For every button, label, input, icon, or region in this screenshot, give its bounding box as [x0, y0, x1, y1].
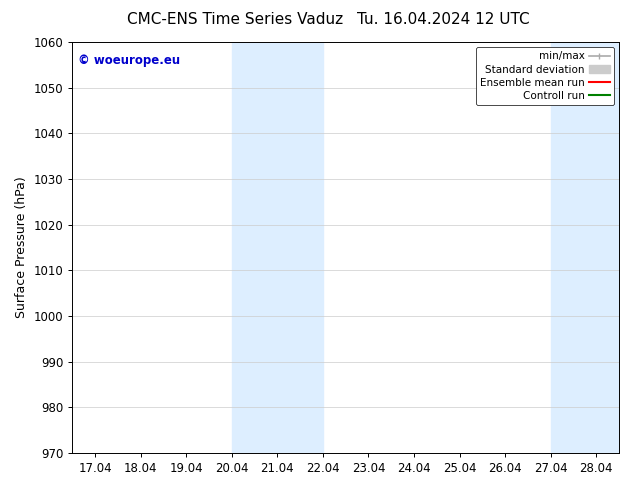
Bar — [551, 42, 619, 453]
Bar — [232, 42, 323, 453]
Legend: min/max, Standard deviation, Ensemble mean run, Controll run: min/max, Standard deviation, Ensemble me… — [476, 47, 614, 105]
Text: Tu. 16.04.2024 12 UTC: Tu. 16.04.2024 12 UTC — [358, 12, 530, 27]
Text: © woeurope.eu: © woeurope.eu — [78, 54, 180, 68]
Text: CMC-ENS Time Series Vaduz: CMC-ENS Time Series Vaduz — [127, 12, 342, 27]
Y-axis label: Surface Pressure (hPa): Surface Pressure (hPa) — [15, 176, 28, 318]
